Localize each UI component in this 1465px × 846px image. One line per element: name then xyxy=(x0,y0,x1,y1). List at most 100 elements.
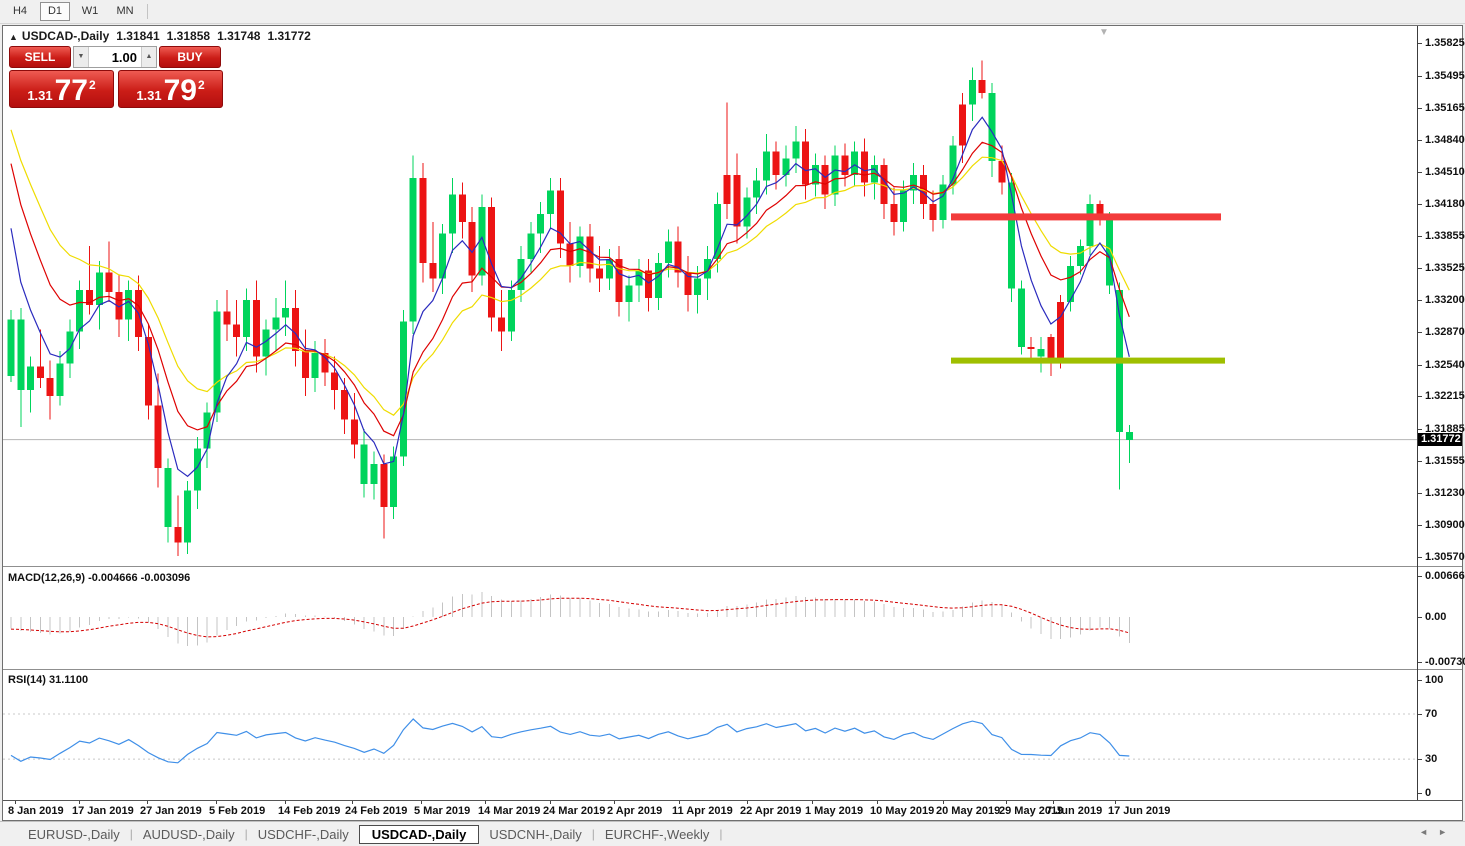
chart-shift-icon[interactable]: ▼ xyxy=(1099,27,1109,38)
price-tick xyxy=(1418,236,1422,237)
buy-button[interactable]: BUY xyxy=(159,46,221,68)
price-tick-label: 1.34840 xyxy=(1425,134,1465,146)
date-label: 24 Mar 2019 xyxy=(543,805,606,817)
candle xyxy=(311,352,319,379)
candle xyxy=(694,278,702,296)
pane-splitter[interactable] xyxy=(3,669,1462,670)
date-label: 8 Jan 2019 xyxy=(8,805,64,817)
candle xyxy=(419,177,427,263)
price-tick xyxy=(1418,204,1422,205)
macd-pane[interactable]: MACD(12,26,9) -0.004666 -0.003096 xyxy=(3,570,1417,668)
tab-eurusd[interactable]: EURUSD-,Daily xyxy=(28,826,120,842)
rsi-tick xyxy=(1418,759,1422,760)
candle xyxy=(978,80,986,93)
date-tick xyxy=(943,801,944,804)
candle xyxy=(1066,265,1074,302)
rsi-tick xyxy=(1418,680,1422,681)
candle xyxy=(821,165,829,195)
price-tick xyxy=(1418,108,1422,109)
scroll-right-icon[interactable]: ► xyxy=(1438,827,1457,837)
price-tick-label: 1.35825 xyxy=(1425,37,1465,49)
date-tick xyxy=(679,801,680,804)
timeframe-button-mn[interactable]: MN xyxy=(116,5,134,17)
price-axis[interactable]: 1.35825 1.35495 1.35165 1.34840 1.34510 1.341… xyxy=(1418,26,1465,820)
volume-up-button[interactable]: ▲ xyxy=(141,47,156,67)
buy-price-sup: 2 xyxy=(198,78,205,92)
candle xyxy=(95,272,103,305)
tab-eurchf[interactable]: EURCHF-,Weekly xyxy=(604,826,710,842)
macd-tick xyxy=(1418,662,1422,663)
macd-tick-label: 0.00 xyxy=(1425,611,1447,623)
date-label: 24 Feb 2019 xyxy=(345,805,408,817)
candle xyxy=(645,270,653,299)
price-tick xyxy=(1418,525,1422,526)
candle xyxy=(851,151,859,175)
pane-splitter[interactable] xyxy=(3,566,1462,567)
candle xyxy=(380,464,388,508)
resistance-line[interactable] xyxy=(951,213,1221,221)
rsi-tick-label: 0 xyxy=(1425,787,1432,799)
date-tick xyxy=(550,801,551,804)
price-tick-label: 1.34510 xyxy=(1425,166,1465,178)
ohlc-close: 1.31772 xyxy=(267,29,311,43)
price-tick-label: 1.34180 xyxy=(1425,198,1465,210)
buy-price-button[interactable]: 1.31 79 2 xyxy=(118,70,223,108)
candle xyxy=(56,363,64,396)
sell-button[interactable]: SELL xyxy=(9,46,71,68)
date-tick xyxy=(485,801,486,804)
sell-price-sup: 2 xyxy=(89,78,96,92)
volume-input[interactable] xyxy=(89,47,141,67)
candle xyxy=(213,311,221,413)
tab-usdchf[interactable]: USDCHF-,Daily xyxy=(257,826,349,842)
candle xyxy=(1017,288,1025,347)
support-line[interactable] xyxy=(951,357,1225,364)
candle xyxy=(468,221,476,276)
tab-audusd[interactable]: AUDUSD-,Daily xyxy=(142,826,235,842)
macd-chart xyxy=(10,592,1130,646)
date-tick xyxy=(352,801,353,804)
volume-down-button[interactable]: ▼ xyxy=(74,47,89,67)
scroll-left-icon[interactable]: ◄ xyxy=(1419,827,1439,837)
candle xyxy=(782,158,790,175)
candle xyxy=(654,262,662,299)
timeframe-button-d1[interactable]: D1 xyxy=(40,2,70,21)
date-tick xyxy=(812,801,813,804)
tab-usdcnh[interactable]: USDCNH-,Daily xyxy=(489,826,582,842)
candle xyxy=(164,468,172,527)
tab-usdcad[interactable]: USDCAD-,Daily xyxy=(358,824,480,844)
date-label: 10 May 2019 xyxy=(870,805,935,817)
price-chart-pane[interactable]: ▲ USDCAD-,Daily 1.31841 1.31858 1.31748 1.317… xyxy=(3,26,1417,566)
candle xyxy=(507,290,515,332)
rsi-pane[interactable]: RSI(14) 31.1100 xyxy=(3,672,1417,800)
date-label: 7 Jun 2019 xyxy=(1046,805,1103,817)
date-label: 17 Jun 2019 xyxy=(1108,805,1171,817)
rsi-tick xyxy=(1418,793,1422,794)
candle xyxy=(233,324,241,338)
candle xyxy=(36,366,44,379)
candle xyxy=(880,165,888,205)
collapse-arrow-icon[interactable]: ▲ xyxy=(9,32,18,42)
timeframe-button-w1[interactable]: W1 xyxy=(81,5,99,17)
price-tick xyxy=(1418,268,1422,269)
sell-price-button[interactable]: 1.31 77 2 xyxy=(9,70,114,108)
candle xyxy=(193,448,201,491)
candle xyxy=(890,204,898,222)
price-tick xyxy=(1418,396,1422,397)
timeframe-button-h4[interactable]: H4 xyxy=(12,5,28,17)
price-tick xyxy=(1418,300,1422,301)
date-tick xyxy=(79,801,80,804)
price-tick-label: 1.33855 xyxy=(1425,230,1465,242)
candle xyxy=(959,104,967,146)
candle xyxy=(498,317,505,332)
sell-price-prefix: 1.31 xyxy=(27,88,53,103)
date-label: 5 Feb 2019 xyxy=(209,805,266,817)
candle xyxy=(792,141,800,159)
candle xyxy=(910,174,918,191)
date-axis[interactable]: 8 Jan 2019 17 Jan 2019 27 Jan 2019 5 Feb 20… xyxy=(3,801,1417,820)
candle xyxy=(478,207,486,276)
candle xyxy=(733,174,741,227)
candlestick-chart[interactable] xyxy=(3,26,1417,566)
candle xyxy=(76,290,84,332)
rsi-chart xyxy=(3,713,1417,764)
price-tick-label: 1.33525 xyxy=(1425,262,1465,274)
